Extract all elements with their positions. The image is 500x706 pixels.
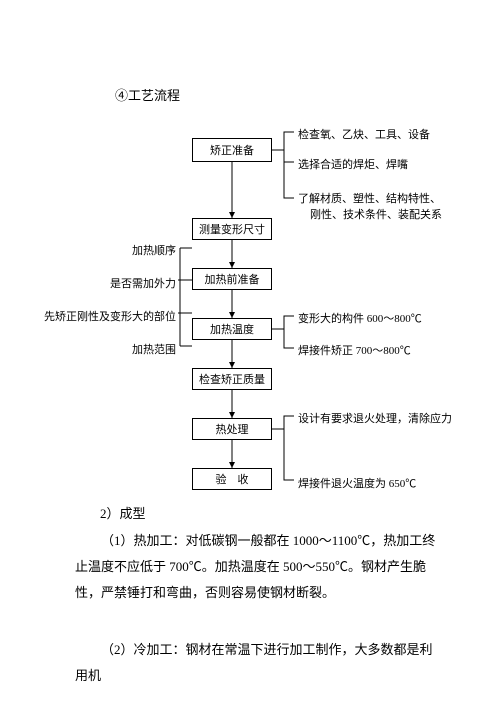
section-heading-text: ④工艺流程 xyxy=(115,88,180,103)
flow-box-text: 验 收 xyxy=(216,471,249,487)
flowchart: 矫正准备 测量变形尺寸 加热前准备 加热温度 检查矫正质量 热处理 验 收 加热… xyxy=(0,120,500,500)
flow-box-accept: 验 收 xyxy=(192,468,272,490)
flow-box-measure: 测量变形尺寸 xyxy=(192,218,272,240)
flow-box-text: 检查矫正质量 xyxy=(199,371,265,387)
flow-box-text: 加热温度 xyxy=(210,321,254,337)
label-text: 了解材质、塑性、结构特性、 xyxy=(298,193,441,205)
flow-box-prepare: 矫正准备 xyxy=(192,138,272,162)
flow-box-heattreat: 热处理 xyxy=(192,418,272,440)
label-text: 先矫正刚性及变形大的部位 xyxy=(44,311,176,323)
label-text: 刚性、技术条件、装配关系 xyxy=(310,209,442,221)
right-label: 焊接件退火温度为 650℃ xyxy=(298,475,416,491)
right-label: 变形大的构件 600～800℃ xyxy=(298,310,422,326)
label-text: 加热顺序 xyxy=(132,245,176,257)
subheading-text: 2）成型 xyxy=(100,506,146,521)
label-text: 变形大的构件 600～800℃ xyxy=(298,313,422,325)
left-label: 加热顺序 xyxy=(132,242,176,258)
flow-box-temp: 加热温度 xyxy=(192,318,272,340)
label-text: 选择合适的焊炬、焊嘴 xyxy=(298,159,408,171)
left-label: 是否需加外力 xyxy=(110,275,176,291)
left-label: 先矫正刚性及变形大的部位 xyxy=(44,308,176,324)
flow-box-text: 加热前准备 xyxy=(205,271,260,287)
right-label: 焊接件矫正 700～800℃ xyxy=(298,342,411,358)
flow-box-text: 热处理 xyxy=(216,421,249,437)
flow-box-text: 测量变形尺寸 xyxy=(199,221,265,237)
subheading-forming: 2）成型 xyxy=(100,503,146,522)
label-text: 加热范围 xyxy=(132,344,176,356)
label-text: 焊接件矫正 700～800℃ xyxy=(298,345,411,357)
flow-box-check: 检查矫正质量 xyxy=(192,368,272,390)
right-label: 设计有要求退火处理，清除应力 xyxy=(298,410,452,426)
right-label: 检查氧、乙炔、工具、设备 xyxy=(298,126,430,142)
flow-box-preheat: 加热前准备 xyxy=(192,268,272,290)
right-label: 刚性、技术条件、装配关系 xyxy=(310,206,442,222)
flow-box-text: 矫正准备 xyxy=(210,142,254,158)
section-heading: ④工艺流程 xyxy=(115,85,180,104)
right-label: 了解材质、塑性、结构特性、 xyxy=(298,190,441,206)
label-text: 焊接件退火温度为 650℃ xyxy=(298,478,416,490)
paragraph-2: （2）冷加工：钢材在常温下进行加工制作，大多数都是利用机 xyxy=(75,637,445,689)
left-label: 加热范围 xyxy=(132,341,176,357)
label-text: 设计有要求退火处理，清除应力 xyxy=(298,413,452,425)
paragraph-text: （1）热加工：对低碳钢一般都在 1000～1100℃，热加工终止温度不应低于 7… xyxy=(75,533,435,600)
right-label: 选择合适的焊炬、焊嘴 xyxy=(298,156,408,172)
paragraph-text: （2）冷加工：钢材在常温下进行加工制作，大多数都是利用机 xyxy=(75,642,433,683)
label-text: 是否需加外力 xyxy=(110,278,176,290)
label-text: 检查氧、乙炔、工具、设备 xyxy=(298,129,430,141)
paragraph-1: （1）热加工：对低碳钢一般都在 1000～1100℃，热加工终止温度不应低于 7… xyxy=(75,528,445,606)
